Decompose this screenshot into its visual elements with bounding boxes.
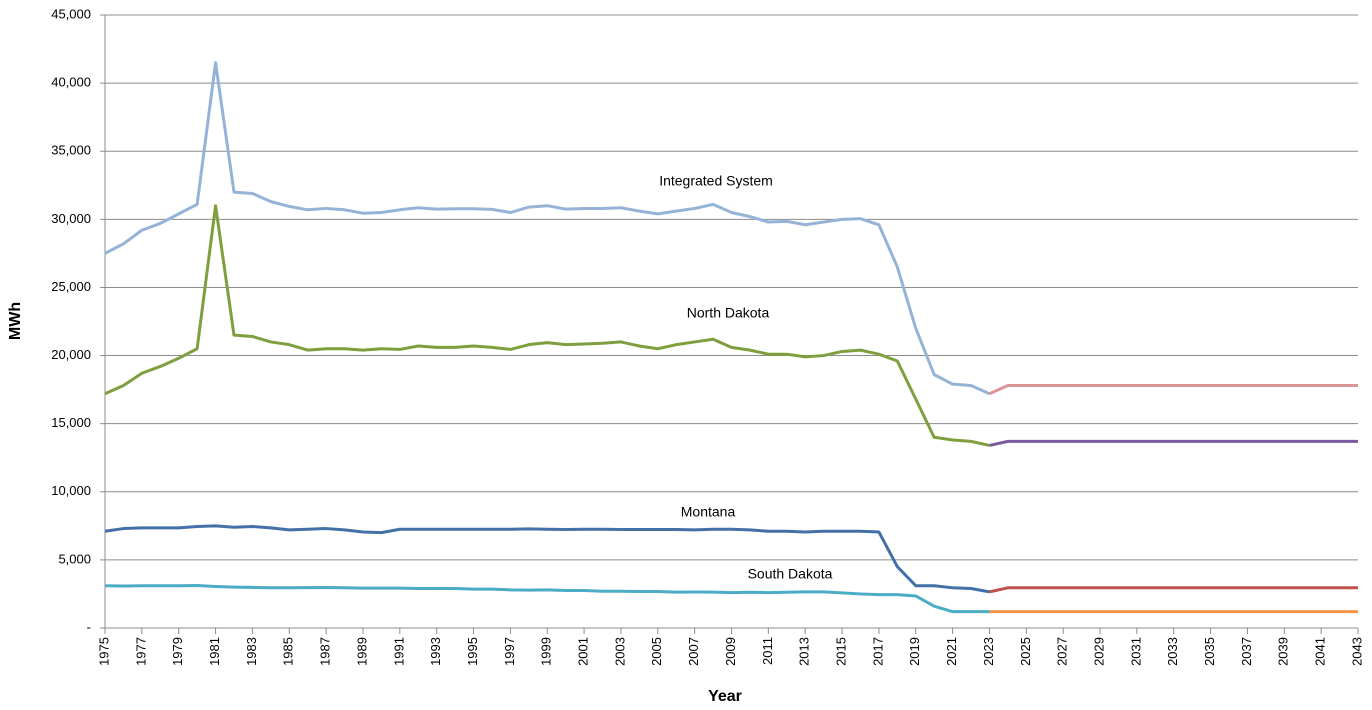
x-tick-label: 2019 [907,637,922,666]
x-axis-title: Year [708,688,742,705]
y-tick-label: 15,000 [51,415,91,430]
y-tick-label: 5,000 [58,551,91,566]
x-tick-label: 2007 [686,637,701,666]
x-tick-label: 1999 [539,637,554,666]
x-tick-label: 1977 [133,637,148,666]
x-tick-label: 2013 [797,637,812,666]
x-tick-label: 1995 [465,637,480,666]
series-line [104,524,990,594]
x-tick-label: 2017 [870,637,885,666]
x-tick-label: 2041 [1313,637,1328,666]
x-tick-label: 1989 [354,637,369,666]
x-tick-label: 1987 [318,637,333,666]
x-tick-label: 2031 [1128,637,1143,666]
x-tick-label: 2025 [1018,637,1033,666]
x-tick-label: 2015 [833,637,848,666]
series-label: Montana [681,504,736,520]
x-tick-label: 2003 [612,637,627,666]
series-line [988,384,1358,396]
x-tick-label: 1981 [207,637,222,666]
x-tick-label: 1975 [96,637,111,666]
y-tick-label: 30,000 [51,211,91,226]
series-line [104,584,990,614]
x-tick-label: 2039 [1276,637,1291,666]
x-tick-label: 2001 [576,637,591,666]
series-label: South Dakota [748,566,833,582]
x-tick-label: 2011 [760,637,775,665]
series-line [104,61,991,396]
series-line [989,586,1358,594]
x-tick-label: 1985 [281,637,296,666]
series-line [104,204,990,447]
x-tick-label: 2035 [1202,637,1217,666]
y-tick-label: 20,000 [51,347,91,362]
x-tick-label: 2021 [944,637,959,666]
series-label: Integrated System [659,173,773,189]
y-axis-title: MWh [7,302,24,340]
x-tick-label: 2005 [649,637,664,666]
series-line [989,439,1358,447]
y-tick-label: 45,000 [51,6,91,21]
x-tick-label: 1991 [391,637,406,666]
series-label: North Dakota [687,305,770,321]
y-tick-label: 25,000 [51,279,91,294]
x-tick-label: 2027 [1055,637,1070,666]
y-tick-label: 10,000 [51,483,91,498]
x-tick-label: 2037 [1239,637,1254,666]
x-tick-label: 1993 [428,637,443,666]
x-tick-label: 1997 [502,637,517,666]
x-tick-label: 2009 [723,637,738,666]
x-tick-label: 2029 [1091,637,1106,666]
x-tick-label: 2023 [981,637,996,666]
x-tick-label: 1983 [244,637,259,666]
y-tick-label: - [87,619,91,634]
x-tick-label: 1979 [170,637,185,666]
y-tick-label: 40,000 [51,75,91,90]
x-tick-label: 2043 [1349,637,1364,666]
y-tick-label: 35,000 [51,143,91,158]
x-tick-label: 2033 [1165,637,1180,666]
